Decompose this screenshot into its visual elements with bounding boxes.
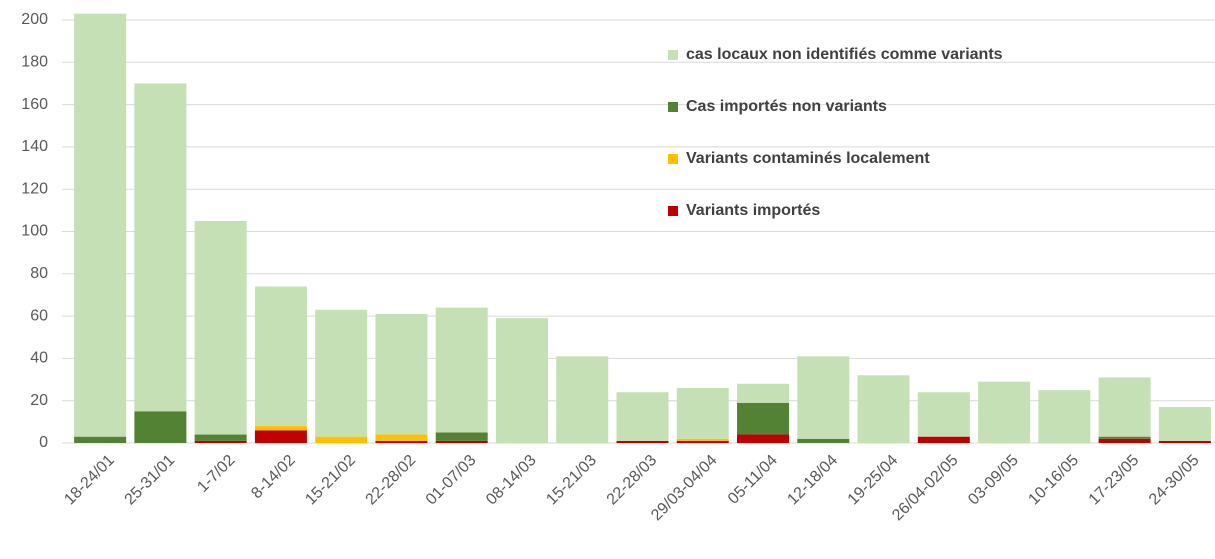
bar-segment — [616, 392, 669, 441]
x-tick-label: 01-07/03 — [423, 452, 480, 509]
bar-segment — [254, 426, 307, 431]
legend-label: Cas importés non variants — [686, 98, 887, 115]
x-tick-label: 8-14/02 — [248, 452, 298, 502]
x-tick-label: 03-09/05 — [965, 452, 1022, 509]
legend-label: Variants importés — [686, 202, 820, 219]
bar-segment — [556, 356, 609, 443]
bar-segment — [1098, 377, 1151, 437]
y-tick-label: 120 — [21, 180, 48, 197]
x-tick-label: 18-24/01 — [61, 452, 118, 509]
y-tick-label: 60 — [30, 307, 48, 324]
y-tick-label: 140 — [21, 138, 48, 155]
y-tick-label: 0 — [39, 434, 48, 451]
bar-segment — [737, 383, 790, 403]
bar-segment — [797, 438, 850, 443]
bar-segment — [797, 356, 850, 439]
x-tick-label: 15-21/03 — [543, 452, 600, 509]
legend-swatch — [668, 102, 678, 112]
y-tick-label: 200 — [21, 11, 48, 28]
bar-segment — [1098, 438, 1151, 443]
bar-segment — [676, 438, 729, 441]
x-tick-label: 22-28/03 — [604, 452, 661, 509]
bar-segment — [676, 388, 729, 439]
x-tick-label: 08-14/03 — [483, 452, 540, 509]
bar-segment — [194, 220, 247, 435]
legend-swatch — [668, 50, 678, 60]
bar-segment — [254, 286, 307, 427]
bar-segment — [74, 436, 127, 443]
x-tick-label: 15-21/02 — [302, 452, 359, 509]
y-tick-label: 180 — [21, 54, 48, 71]
bar-segment — [254, 430, 307, 443]
x-tick-label: 25-31/01 — [122, 452, 179, 509]
bar-segment — [1098, 436, 1151, 439]
bar-segment — [1158, 407, 1211, 441]
bar-segment — [616, 440, 669, 443]
bar-segment — [737, 434, 790, 443]
y-tick-label: 100 — [21, 223, 48, 240]
bar-segment — [315, 309, 368, 437]
legend-swatch — [668, 206, 678, 216]
bar-segment — [917, 436, 970, 443]
x-tick-label: 17-23/05 — [1086, 452, 1143, 509]
bar-segment — [737, 402, 790, 435]
bar-segment — [435, 440, 488, 443]
y-tick-label: 20 — [30, 392, 48, 409]
bar-segment — [435, 432, 488, 441]
bar-segment — [375, 434, 428, 441]
bar-segment — [194, 440, 247, 443]
x-tick-label: 24-30/05 — [1146, 452, 1203, 509]
bar-segment — [375, 313, 428, 435]
y-tick-label: 160 — [21, 96, 48, 113]
bar-segment — [1038, 390, 1091, 443]
bar-segment — [676, 440, 729, 443]
bar-segment — [315, 436, 368, 443]
bar-segment — [1158, 440, 1211, 443]
bar-segment — [134, 83, 187, 412]
y-tick-label: 40 — [30, 350, 48, 367]
x-tick-label: 19-25/04 — [845, 452, 902, 509]
legend-label: Variants contaminés localement — [686, 150, 930, 167]
bar-segment — [134, 411, 187, 443]
y-tick-label: 80 — [30, 265, 48, 282]
x-tick-label: 10-16/05 — [1025, 452, 1082, 509]
bar-segment — [74, 13, 127, 437]
x-tick-label: 12-18/04 — [784, 452, 841, 509]
bar-segment — [857, 375, 910, 443]
x-tick-label: 05-11/04 — [725, 452, 781, 508]
bar-segment — [978, 381, 1031, 443]
x-tick-label: 1-7/02 — [194, 452, 238, 496]
legend-label: cas locaux non identifiés comme variants — [686, 46, 1003, 63]
legend-swatch — [668, 154, 678, 164]
bar-segment — [194, 434, 247, 441]
bar-segment — [435, 307, 488, 433]
bar-segment — [917, 392, 970, 437]
x-tick-label: 22-28/02 — [363, 452, 420, 509]
bar-segment — [375, 440, 428, 443]
bar-segment — [495, 318, 548, 443]
